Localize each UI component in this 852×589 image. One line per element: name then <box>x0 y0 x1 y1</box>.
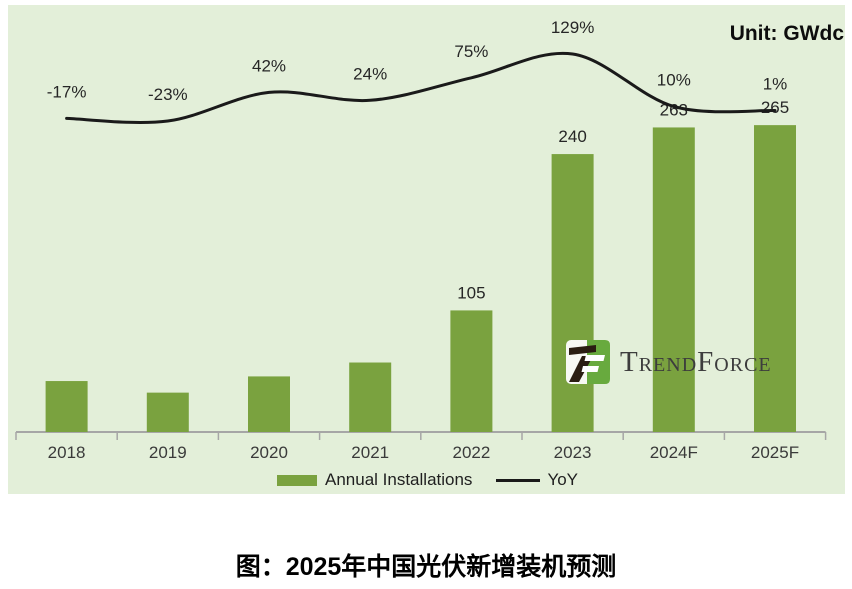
bar-value-label-2025F: 265 <box>761 98 789 117</box>
trendforce-logo: TrendForce <box>566 340 772 384</box>
bar-2025F <box>754 125 796 432</box>
x-axis-label-2025F: 2025F <box>751 443 799 462</box>
legend-line-swatch <box>496 478 541 482</box>
x-axis-label-2021: 2021 <box>351 443 389 462</box>
yoy-value-label-2018: -17% <box>47 82 87 101</box>
yoy-value-label-2023: 129% <box>551 18 594 37</box>
bar-2019 <box>146 392 189 432</box>
legend-bar-label: Annual Installations <box>325 470 473 489</box>
bar-2018 <box>45 381 88 432</box>
x-axis-label-2024F: 2024F <box>650 443 698 462</box>
yoy-value-label-2022: 75% <box>454 42 488 61</box>
bar-value-label-2023: 240 <box>558 127 586 146</box>
x-axis-label-2020: 2020 <box>250 443 288 462</box>
x-axis-label-2019: 2019 <box>149 443 187 462</box>
unit-label: Unit: GWdc <box>729 22 844 45</box>
bar-2022 <box>450 310 493 432</box>
bar-2024F <box>652 127 695 433</box>
x-axis-label-2018: 2018 <box>48 443 86 462</box>
legend-bar-swatch <box>277 474 317 486</box>
yoy-value-label-2024F: 10% <box>657 70 691 89</box>
x-axis-label-2022: 2022 <box>452 443 490 462</box>
legend-line-label: YoY <box>547 470 579 489</box>
yoy-line <box>65 51 777 124</box>
bar-value-label-2022: 105 <box>457 283 485 302</box>
yoy-value-label-2020: 42% <box>252 56 286 75</box>
bar-2023 <box>551 154 594 432</box>
yoy-value-label-2021: 24% <box>353 64 387 83</box>
trendforce-logo-icon <box>566 340 610 384</box>
figure-caption: 图：2025年中国光伏新增装机预测 <box>235 553 617 581</box>
yoy-value-label-2019: -23% <box>148 85 188 104</box>
bar-2020 <box>248 376 290 432</box>
chart-legend: Annual Installations YoY <box>277 470 578 490</box>
bar-2021 <box>349 362 392 432</box>
x-axis-label-2023: 2023 <box>554 443 592 462</box>
yoy-value-label-2025F: 1% <box>763 74 788 93</box>
trendforce-logo-text: TrendForce <box>620 345 772 378</box>
